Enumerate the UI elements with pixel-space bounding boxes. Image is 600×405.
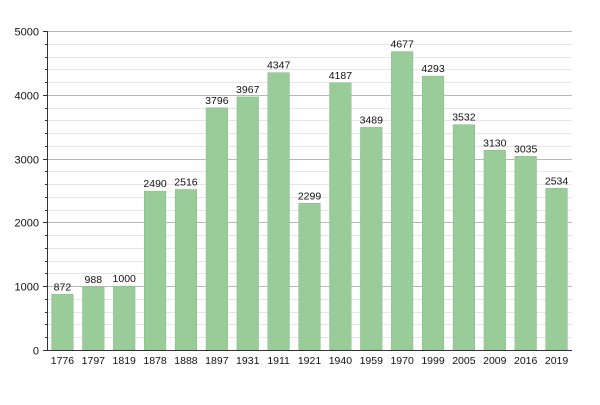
x-tick-label-1878: 1878 <box>143 355 167 367</box>
x-tick-label-1897: 1897 <box>205 355 229 367</box>
bar-2009 <box>483 150 506 351</box>
data-label-1897: 3796 <box>205 95 229 107</box>
bar-1911 <box>267 72 290 351</box>
axis-layer <box>43 31 572 351</box>
bar-1888 <box>174 189 198 351</box>
data-label-1911: 4347 <box>267 60 291 72</box>
bar-1940 <box>329 82 352 351</box>
data-label-1776: 872 <box>54 281 72 293</box>
data-label-2009: 3130 <box>483 137 507 149</box>
bar-1959 <box>360 127 383 351</box>
data-label-2019: 2534 <box>545 175 569 187</box>
data-label-1931: 3967 <box>236 84 260 96</box>
x-tick-label-1776: 1776 <box>51 355 75 367</box>
x-tick-label-1970: 1970 <box>390 355 414 367</box>
y-tick-label: 3000 <box>15 155 39 167</box>
x-tick-label-1940: 1940 <box>329 355 353 367</box>
bar-2016 <box>514 156 537 351</box>
x-tick-label-1999: 1999 <box>421 355 445 367</box>
x-tick-label-2005: 2005 <box>452 355 476 367</box>
bar-1970 <box>391 51 414 351</box>
data-label-2016: 3035 <box>514 143 538 155</box>
data-label-1797: 988 <box>85 274 103 286</box>
y-tick-label: 0 <box>33 346 39 358</box>
y-tick-label: 2000 <box>15 218 39 230</box>
bar-1999 <box>421 75 445 351</box>
x-tick-label-2009: 2009 <box>483 355 507 367</box>
x-tick-label-1797: 1797 <box>82 355 106 367</box>
x-tick-label-1888: 1888 <box>174 355 198 367</box>
x-tick-label-1931: 1931 <box>236 355 260 367</box>
bar-1776 <box>51 294 74 351</box>
data-label-1921: 2299 <box>298 190 322 202</box>
bar-1897 <box>205 107 228 351</box>
y-tick-label: 5000 <box>15 27 39 39</box>
bar-1878 <box>144 190 167 351</box>
x-tick-label-1959: 1959 <box>360 355 384 367</box>
bar-1931 <box>236 96 259 351</box>
bars-layer <box>51 51 568 351</box>
bar-1797 <box>82 286 105 351</box>
bar-1921 <box>298 203 321 351</box>
labels-layer: 0 1000 2000 3000 4000 5000 872 1776 988 1797 1000 1… <box>15 27 569 368</box>
data-label-1888: 2516 <box>174 176 198 188</box>
bar-1819 <box>113 285 136 351</box>
bar-2005 <box>452 124 475 351</box>
data-label-1940: 4187 <box>329 70 353 82</box>
x-tick-label-2016: 2016 <box>514 355 538 367</box>
data-label-1999: 4293 <box>421 63 445 75</box>
y-tick-label: 1000 <box>15 282 39 294</box>
x-tick-label-1911: 1911 <box>267 355 290 367</box>
x-tick-label-1921: 1921 <box>298 355 322 367</box>
data-label-1959: 3489 <box>360 114 384 126</box>
data-label-1970: 4677 <box>390 39 414 51</box>
x-tick-label-1819: 1819 <box>113 355 137 367</box>
bar-2019 <box>545 188 568 351</box>
y-tick-label: 4000 <box>15 91 39 103</box>
data-label-2005: 3532 <box>452 112 476 124</box>
x-tick-label-2019: 2019 <box>545 355 569 367</box>
data-label-1878: 2490 <box>143 178 167 190</box>
data-label-1819: 1000 <box>113 273 137 285</box>
